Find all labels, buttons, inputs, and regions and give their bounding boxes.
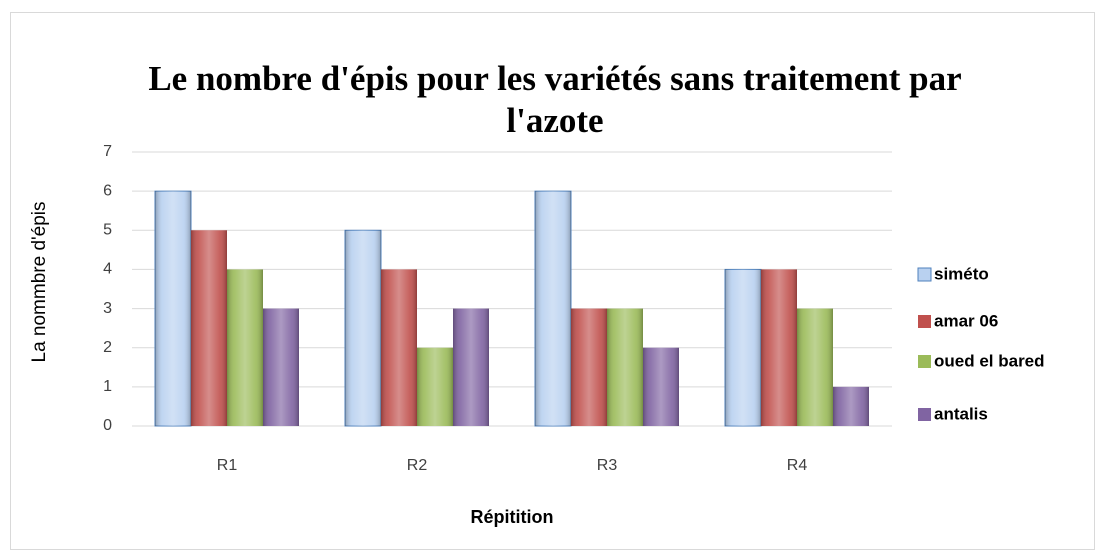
legend-swatch (918, 355, 931, 368)
y-tick-label: 3 (103, 300, 112, 317)
bar (227, 269, 263, 426)
x-tick-label: R2 (407, 457, 428, 474)
y-tick-label: 2 (103, 339, 112, 356)
bar (154, 190, 192, 427)
bar (263, 308, 299, 426)
legend-label: antalis (934, 404, 988, 423)
y-tick-label: 1 (103, 378, 112, 395)
y-tick-label: 4 (103, 261, 112, 278)
bar (643, 347, 679, 426)
y-tick-label: 7 (103, 143, 112, 160)
legend-swatch (917, 267, 932, 282)
legend-swatch (918, 315, 931, 328)
bar (344, 229, 382, 427)
y-axis-label: La nommbre d'épis (29, 202, 50, 363)
bar (833, 386, 869, 426)
legend-swatch (918, 408, 931, 421)
chart-frame (10, 12, 1095, 550)
bar (761, 269, 797, 426)
bar (191, 230, 227, 426)
y-tick-label: 0 (103, 417, 112, 434)
x-tick-label: R3 (597, 457, 618, 474)
bar (724, 268, 762, 427)
bar (797, 308, 833, 426)
y-tick-label: 6 (103, 182, 112, 199)
x-tick-label: R4 (787, 457, 808, 474)
bar (607, 308, 643, 426)
bar (571, 308, 607, 426)
legend-label: oued el bared (934, 351, 1045, 370)
chart-title: Le nombre d'épis pour les variétés sans … (148, 59, 962, 140)
y-tick-label: 5 (103, 222, 112, 239)
x-axis-label: Répitition (471, 507, 554, 527)
bar (453, 308, 489, 426)
legend-label: siméto (934, 264, 989, 283)
x-tick-label: R1 (217, 457, 238, 474)
legend-label: amar 06 (934, 311, 998, 330)
bar (417, 347, 453, 426)
bar (381, 269, 417, 426)
bar (534, 190, 572, 427)
